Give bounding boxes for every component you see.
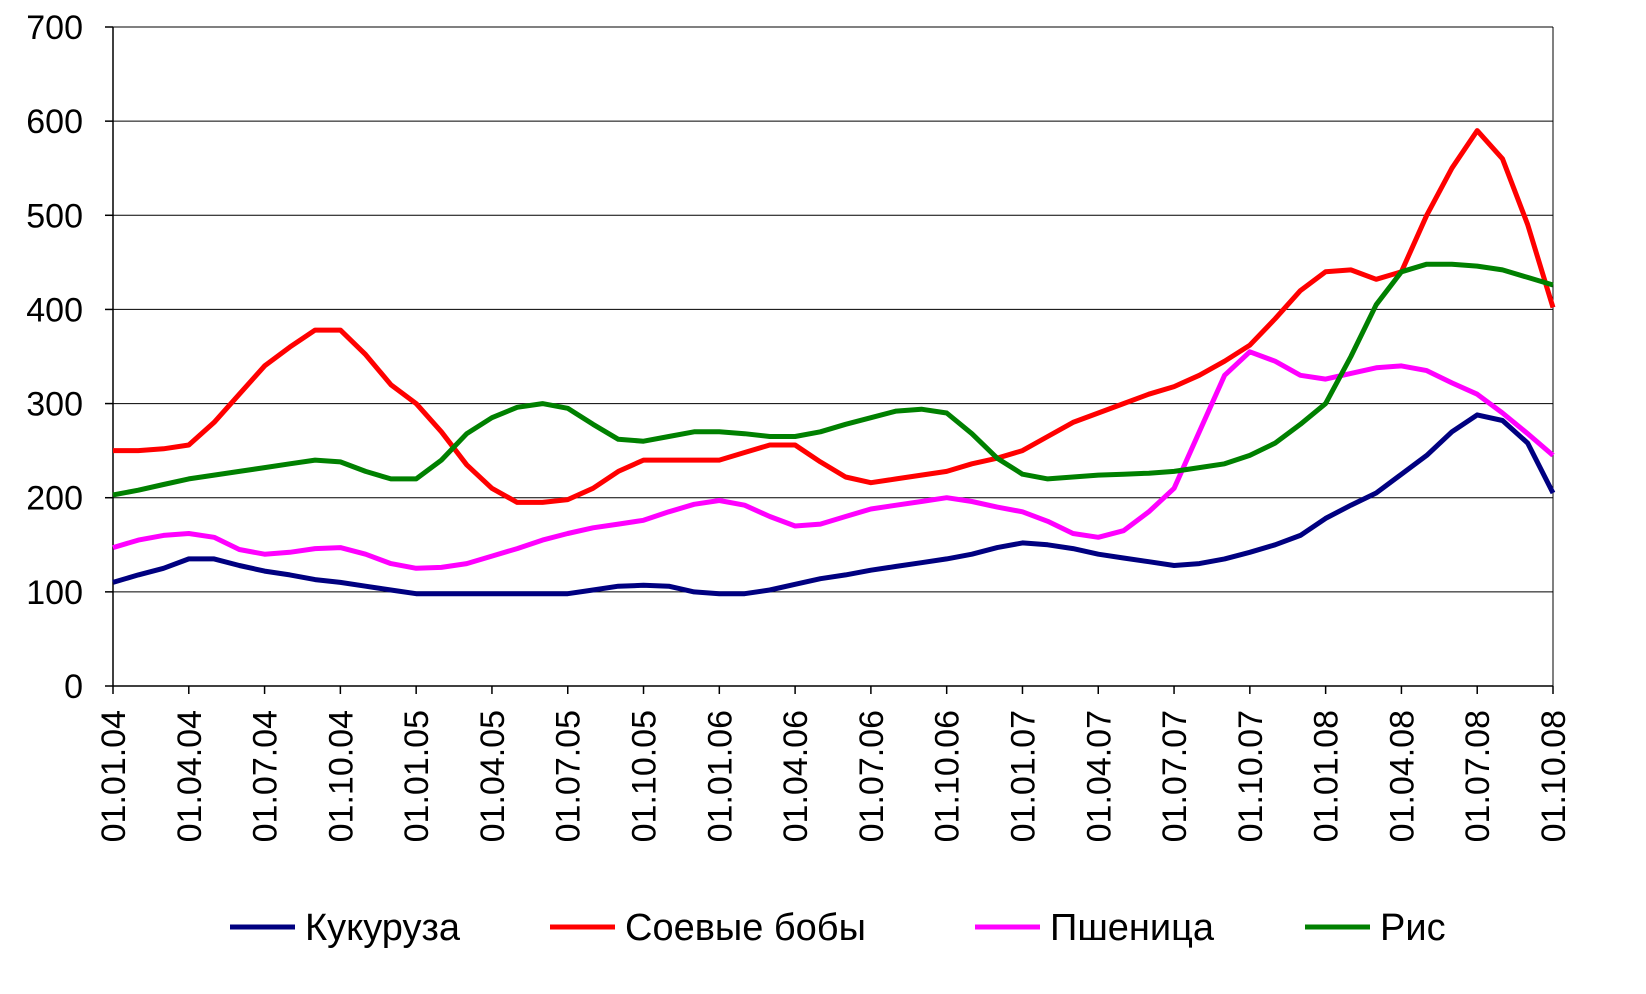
y-tick-label: 300: [26, 386, 83, 424]
x-tick-label: 01.01.04: [95, 710, 133, 842]
series-line: [112, 412, 1556, 597]
y-tick-label: 700: [26, 9, 83, 47]
y-tick-label: 500: [26, 197, 83, 235]
x-tick-label: 01.01.05: [398, 710, 436, 842]
x-tick-label: 01.07.05: [550, 710, 588, 842]
x-tick-label: 01.07.04: [247, 710, 285, 842]
y-tick-label: 100: [26, 574, 83, 612]
x-tick-label: 01.10.06: [929, 710, 967, 842]
x-tick-label: 01.04.05: [474, 710, 512, 842]
x-tick-label: 01.04.04: [171, 710, 209, 842]
x-tick-label: 01.10.04: [322, 710, 360, 842]
legend-label: Рис: [1380, 907, 1446, 949]
x-tick-label: 01.07.08: [1459, 710, 1497, 842]
x-tick-label: 01.10.07: [1232, 710, 1270, 842]
series-line: [112, 349, 1555, 571]
x-tick-label: 01.10.05: [626, 710, 664, 842]
x-tick-label: 01.07.07: [1156, 710, 1194, 842]
x-tick-label: 01.01.07: [1004, 710, 1042, 842]
x-tick-label: 01.04.07: [1080, 710, 1118, 842]
y-tick-label: 600: [26, 103, 83, 141]
x-tick-label: 01.01.06: [701, 710, 739, 842]
series-line: [112, 261, 1554, 498]
legend-label: Пшеница: [1050, 907, 1215, 949]
x-tick-label: 01.10.08: [1535, 710, 1573, 842]
y-tick-label: 400: [26, 291, 83, 329]
x-tick-label: 01.07.06: [853, 710, 891, 842]
x-tick-label: 01.04.06: [777, 710, 815, 842]
y-tick-label: 0: [64, 668, 83, 706]
legend-label: Соевые бобы: [625, 907, 866, 949]
legend-label: Кукуруза: [305, 907, 461, 949]
x-tick-label: 01.04.08: [1383, 710, 1421, 842]
series-line: [113, 128, 1556, 505]
x-tick-label: 01.01.08: [1308, 710, 1346, 842]
y-tick-label: 200: [26, 480, 83, 518]
